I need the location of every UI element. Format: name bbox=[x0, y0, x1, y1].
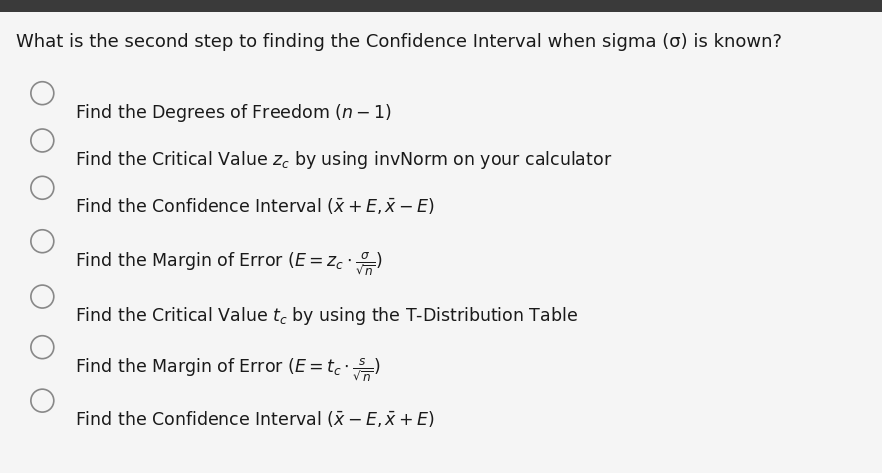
FancyBboxPatch shape bbox=[0, 0, 882, 12]
Text: Find the Critical Value $z_c$ by using invNorm on your calculator: Find the Critical Value $z_c$ by using i… bbox=[75, 149, 612, 171]
Text: Find the Confidence Interval $(\bar{x} + E, \bar{x} - E)$: Find the Confidence Interval $(\bar{x} +… bbox=[75, 196, 435, 216]
Text: What is the second step to finding the Confidence Interval when sigma (σ) is kno: What is the second step to finding the C… bbox=[16, 33, 781, 51]
Text: Find the Margin of Error $(E = t_c \cdot \frac{s}{\sqrt{n}})$: Find the Margin of Error $(E = t_c \cdot… bbox=[75, 356, 381, 383]
Text: Find the Margin of Error $(E = z_c \cdot \frac{\sigma}{\sqrt{n}})$: Find the Margin of Error $(E = z_c \cdot… bbox=[75, 250, 383, 277]
Text: Find the Degrees of Freedom $(n - 1)$: Find the Degrees of Freedom $(n - 1)$ bbox=[75, 102, 392, 124]
Text: Find the Confidence Interval $(\bar{x} - E, \bar{x} + E)$: Find the Confidence Interval $(\bar{x} -… bbox=[75, 409, 435, 429]
Text: Find the Critical Value $t_c$ by using the T-Distribution Table: Find the Critical Value $t_c$ by using t… bbox=[75, 305, 578, 327]
